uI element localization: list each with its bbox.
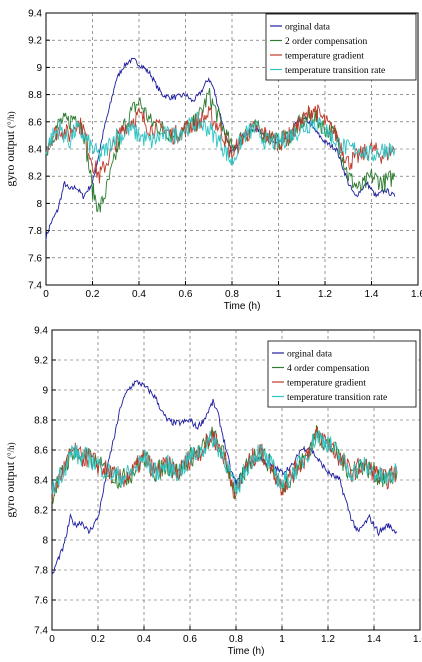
y-tick-label: 8.8	[34, 416, 48, 427]
y-tick-label: 9.2	[34, 356, 48, 367]
y-tick-label: 7.4	[28, 281, 42, 292]
y-tick-label: 8.2	[28, 172, 42, 183]
y-tick-label: 7.6	[34, 596, 48, 607]
chart-panel-1: 0 0.2 0.4 0.6 0.8 1 1.2 1.4 1.6 7.4 7.6 7.8 8 8.2 8.4 8…	[3, 9, 422, 313]
y-tick-label: 7.6	[28, 253, 42, 264]
series-line-3	[51, 426, 398, 502]
y-tick-label: 8	[42, 536, 48, 547]
legend: orginal data 2 order compensation temperat…	[265, 13, 417, 81]
x-tick-label: 1	[276, 289, 282, 300]
x-tick-label: 1.4	[365, 289, 379, 300]
x-tick-label: 0.6	[179, 289, 193, 300]
x-tick-label: 0	[43, 289, 49, 300]
legend-entry: orginal data	[287, 350, 333, 360]
x-tick-label: 0	[49, 634, 55, 645]
series-line-4	[45, 111, 396, 165]
legend-box	[265, 13, 417, 81]
y-tick-label: 9	[42, 386, 48, 397]
y-tick-label: 8.8	[28, 90, 42, 101]
y-axis-label: gyro output (°/h)	[3, 442, 17, 517]
x-tick-label: 0.2	[86, 289, 100, 300]
x-tick-label: 1.6	[413, 634, 422, 645]
y-tick-label: 8.4	[28, 145, 42, 156]
x-tick-label: 0.6	[183, 634, 197, 645]
x-tick-label: 0.4	[137, 634, 151, 645]
y-tick-label: 7.8	[34, 566, 48, 577]
x-tick-label: 1.2	[318, 289, 332, 300]
x-axis-label: Time (h)	[224, 301, 261, 312]
y-tick-label: 8.4	[34, 476, 48, 487]
x-tick-label: 1	[279, 634, 285, 645]
x-tick-label: 0.8	[225, 289, 239, 300]
x-tick-label: 0.4	[132, 289, 146, 300]
y-tick-label: 9.2	[28, 36, 42, 47]
legend-entry: temperature transition rate	[285, 66, 385, 76]
y-tick-label: 9.4	[28, 9, 42, 20]
chart-panel-2: 0 0.2 0.4 0.6 0.8 1 1.2 1.4 1.6 7.4 7.6 7.8 8 8.2 8.4 8…	[3, 326, 422, 658]
x-tick-label: 1.6	[411, 289, 422, 300]
y-tick-label: 8.6	[28, 117, 42, 128]
series-line-3	[45, 104, 395, 184]
y-tick-label: 7.8	[28, 226, 42, 237]
x-tick-label: 0.2	[91, 634, 105, 645]
y-tick-label: 8	[36, 199, 42, 210]
x-tick-label: 0.8	[229, 634, 243, 645]
y-axis-label: gyro output (°/h)	[3, 111, 17, 186]
y-tick-label: 8.2	[34, 506, 48, 517]
legend: orginal data 4 order compensation temperat…	[267, 340, 417, 408]
x-axis-label: Time (h)	[228, 646, 265, 657]
series-line-1	[51, 380, 398, 576]
legend-entry: 4 order compensation	[287, 364, 370, 374]
legend-entry: temperature transition rate	[287, 393, 387, 403]
y-tick-label: 9.4	[34, 326, 48, 337]
legend-entry: orginal data	[285, 23, 331, 33]
legend-entry: temperature gradient	[287, 379, 366, 389]
y-tick-label: 8.6	[34, 446, 48, 457]
x-tick-label: 1.4	[367, 634, 381, 645]
y-tick-label: 9	[36, 63, 42, 74]
series-line-4	[51, 429, 398, 495]
legend-entry: 2 order compensation	[285, 37, 368, 47]
x-tick-label: 1.2	[321, 634, 335, 645]
legend-entry: temperature gradient	[285, 52, 364, 62]
y-tick-label: 7.4	[34, 626, 48, 637]
legend-box	[267, 340, 417, 408]
